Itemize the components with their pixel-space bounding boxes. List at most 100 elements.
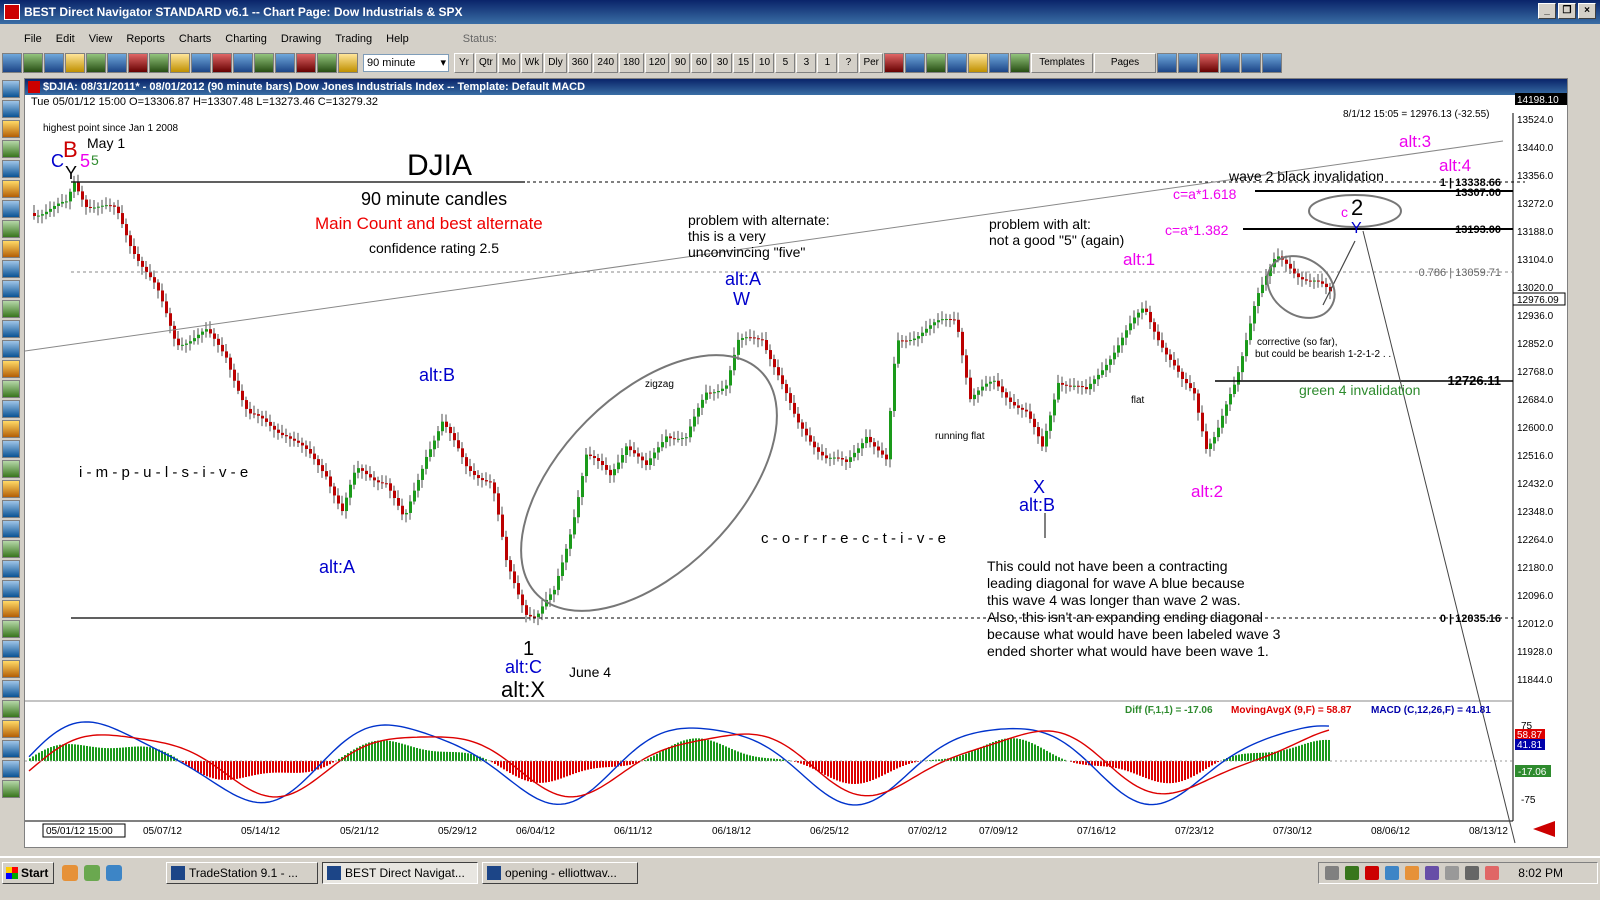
menu-trading[interactable]: Trading [335,33,373,45]
regression-tool-icon[interactable] [2,540,20,558]
alert-icon[interactable] [296,53,316,73]
candle-chart-icon[interactable] [905,53,926,73]
security-icon[interactable] [1485,866,1499,880]
trendline-tool-icon[interactable] [2,260,20,278]
ellipse-tool-icon[interactable] [2,460,20,478]
hide-tool-icon[interactable] [2,700,20,718]
ray-tool-icon[interactable] [2,280,20,298]
period-5-button[interactable]: 5 [775,53,796,73]
vline-tool-icon[interactable] [2,640,20,658]
period-240-button[interactable]: 240 [593,53,619,73]
period-custom-button[interactable]: ? [838,53,859,73]
menu-view[interactable]: View [88,33,113,45]
width-tool-icon[interactable] [2,740,20,758]
period-mo-button[interactable]: Mo [497,53,520,73]
price-chart[interactable]: 13524.0 13440.0 13356.0 13272.0 13188.0 … [25,93,1569,849]
menu-help[interactable]: Help [386,33,409,45]
browser-icon[interactable] [62,865,78,881]
period-per-button[interactable]: Per [859,53,884,73]
tray-icon[interactable] [1425,866,1439,880]
quote-icon[interactable] [128,53,148,73]
lock-tool-icon[interactable] [2,680,20,698]
menu-reports[interactable]: Reports [126,33,165,45]
period-120-button[interactable]: 120 [644,53,670,73]
menu-edit[interactable]: Edit [55,33,75,45]
arrow-left-icon[interactable] [1241,53,1262,73]
open-chart-icon[interactable] [2,53,22,73]
compare-icon[interactable] [275,53,295,73]
next-page-icon[interactable] [1178,53,1199,73]
volume-icon[interactable] [1445,866,1459,880]
task-opening[interactable]: opening - elliottwav... [482,862,638,884]
pan-tool-icon[interactable] [2,120,20,138]
chart-tool-icon[interactable] [23,53,43,73]
arrow-right-icon[interactable] [1262,53,1283,73]
pages-button[interactable]: Pages [1094,53,1157,73]
menu-file[interactable]: File [24,33,42,45]
maximize-button[interactable]: ❐ [1558,3,1576,19]
grid-icon[interactable] [107,53,127,73]
period-1-button[interactable]: 1 [817,53,838,73]
refresh-icon[interactable] [317,53,337,73]
period-yr-button[interactable]: Yr [454,53,474,73]
period-180-button[interactable]: 180 [619,53,644,73]
box-tool-icon[interactable] [2,440,20,458]
period-360-button[interactable]: 360 [567,53,593,73]
zoom-icon[interactable] [233,53,253,73]
lightning-icon[interactable] [170,53,190,73]
period-dly-button[interactable]: Dly [544,53,567,73]
style-tool-icon[interactable] [2,760,20,778]
menu-charts[interactable]: Charts [178,33,212,45]
templates-button[interactable]: Templates [1031,53,1094,73]
arc-tool-icon[interactable] [2,380,20,398]
minimize-button[interactable]: _ [1538,3,1556,19]
network-icon[interactable] [1465,866,1479,880]
erase-tool-icon[interactable] [2,660,20,678]
label-tool-icon[interactable] [2,500,20,518]
desktop-icon[interactable] [106,865,122,881]
zoom-tool-icon[interactable] [2,100,20,118]
wave-tool-icon[interactable] [2,360,20,378]
crosshair-icon[interactable] [1220,53,1241,73]
period-90-button[interactable]: 90 [670,53,691,73]
period-3-button[interactable]: 3 [796,53,817,73]
bar-chart-icon[interactable] [884,53,905,73]
delete-tool-icon[interactable] [2,780,20,798]
pencil-tool-icon[interactable] [2,140,20,158]
period-10-button[interactable]: 10 [754,53,775,73]
cycle-tool-icon[interactable] [2,340,20,358]
arrow-tool-icon[interactable] [2,480,20,498]
channel-tool-icon[interactable] [2,220,20,238]
scan-icon[interactable] [149,53,169,73]
chart-window[interactable]: $DJIA: 08/31/2011* - 08/01/2012 (90 minu… [24,78,1568,848]
gold-icon[interactable] [338,53,358,73]
menu-charting[interactable]: Charting [225,33,267,45]
tray-icon[interactable] [1365,866,1379,880]
parallel-tool-icon[interactable] [2,600,20,618]
list-icon[interactable] [191,53,211,73]
cursor-icon[interactable] [1199,53,1220,73]
close-button[interactable]: × [1578,3,1596,19]
line-chart-icon[interactable] [926,53,947,73]
speed-tool-icon[interactable] [2,420,20,438]
task-tradestation[interactable]: TradeStation 9.1 - ... [166,862,318,884]
report-icon[interactable] [212,53,232,73]
trend-icon[interactable] [254,53,274,73]
indicator-icon[interactable] [86,53,106,73]
tray-icon[interactable] [1385,866,1399,880]
period-qtr-button[interactable]: Qtr [475,53,497,73]
andrews-tool-icon[interactable] [2,560,20,578]
scroll-right-arrow-icon[interactable] [1533,821,1555,837]
menu-drawing[interactable]: Drawing [280,33,322,45]
text-tool-icon[interactable] [2,180,20,198]
tray-icon[interactable] [1325,866,1339,880]
draw-tool-icon[interactable] [65,53,85,73]
window-icon[interactable] [1010,53,1031,73]
color-tool-icon[interactable] [2,720,20,738]
magnet-tool-icon[interactable] [2,160,20,178]
period-15-button[interactable]: 15 [733,53,754,73]
stats-tool-icon[interactable] [2,620,20,638]
fan-tool-icon[interactable] [2,400,20,418]
select-tool-icon[interactable] [2,80,20,98]
layout-icon[interactable] [989,53,1010,73]
